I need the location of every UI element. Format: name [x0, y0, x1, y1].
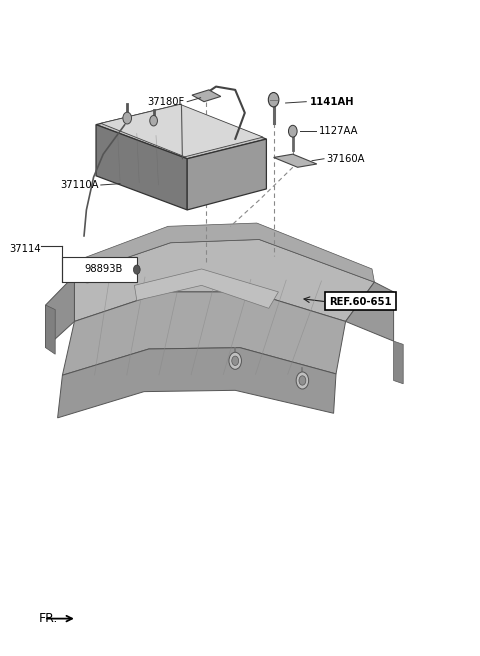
Polygon shape: [274, 154, 317, 167]
Text: 37180F: 37180F: [147, 96, 185, 107]
Bar: [62, 257, 137, 282]
Polygon shape: [192, 90, 221, 102]
Polygon shape: [394, 341, 403, 384]
Text: 37110A: 37110A: [60, 180, 98, 190]
Circle shape: [123, 112, 132, 124]
Circle shape: [150, 115, 157, 126]
Circle shape: [299, 376, 306, 385]
Text: 37114: 37114: [9, 244, 41, 255]
Text: 98893B: 98893B: [84, 264, 122, 274]
Polygon shape: [96, 125, 187, 210]
Circle shape: [81, 266, 94, 283]
Text: 1127AA: 1127AA: [319, 126, 359, 136]
Polygon shape: [46, 276, 74, 348]
Circle shape: [133, 265, 140, 274]
Polygon shape: [346, 282, 394, 341]
Polygon shape: [101, 104, 263, 157]
Circle shape: [229, 352, 241, 369]
Polygon shape: [72, 223, 374, 282]
Polygon shape: [74, 239, 374, 321]
Circle shape: [296, 372, 309, 389]
Polygon shape: [46, 305, 55, 354]
Text: REF.60-651: REF.60-651: [329, 297, 391, 307]
Polygon shape: [58, 348, 336, 418]
Text: 1141AH: 1141AH: [310, 96, 354, 107]
Circle shape: [232, 356, 239, 365]
Polygon shape: [96, 105, 266, 159]
Text: 37160A: 37160A: [326, 154, 365, 164]
Circle shape: [268, 92, 279, 107]
Polygon shape: [134, 269, 278, 308]
Polygon shape: [62, 292, 346, 375]
FancyBboxPatch shape: [325, 292, 396, 310]
Text: FR.: FR.: [38, 612, 58, 625]
Polygon shape: [187, 139, 266, 210]
Circle shape: [84, 270, 91, 279]
Circle shape: [288, 125, 297, 137]
